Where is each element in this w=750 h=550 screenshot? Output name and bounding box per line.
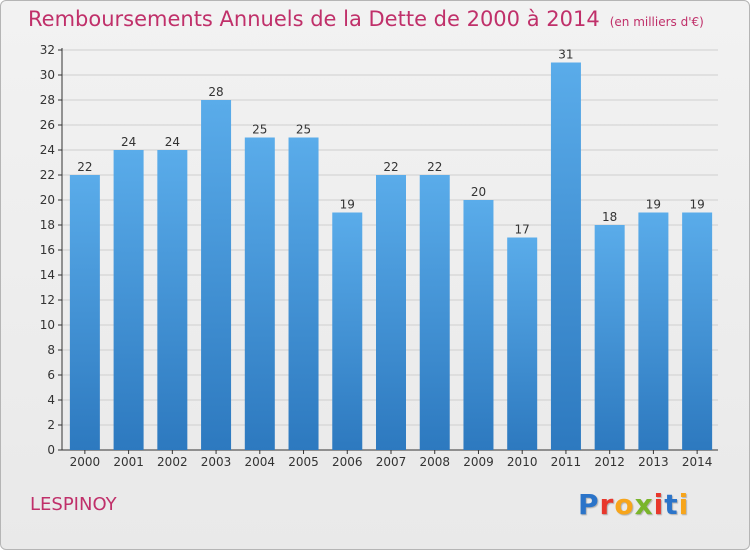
- x-tick-label: 2009: [463, 455, 494, 469]
- bar-value-label: 25: [296, 123, 311, 137]
- commune-name: LESPINOY: [30, 494, 117, 515]
- x-tick-label: 2007: [376, 455, 407, 469]
- y-tick-label: 4: [47, 393, 55, 407]
- x-tick-label: 2014: [682, 455, 713, 469]
- bar: [682, 212, 713, 450]
- bar-value-label: 18: [602, 210, 617, 224]
- logo-letter: o: [614, 488, 635, 521]
- logo-letter: i: [653, 488, 665, 521]
- proxiti-logo: Proxiti: [578, 488, 689, 521]
- x-tick-label: 2010: [507, 455, 538, 469]
- bar: [507, 237, 538, 450]
- chart-title: Remboursements Annuels de la Dette de 20…: [28, 7, 704, 31]
- bar-value-label: 22: [427, 160, 442, 174]
- bar: [419, 175, 450, 450]
- bar-value-label: 19: [689, 198, 704, 212]
- logo-letter: t: [664, 488, 679, 521]
- bar-value-label: 28: [208, 85, 223, 99]
- y-tick-label: 22: [40, 168, 55, 182]
- bar-value-label: 17: [515, 223, 530, 237]
- bar-value-label: 20: [471, 185, 486, 199]
- y-tick-label: 16: [40, 243, 55, 257]
- logo-letter: i: [678, 488, 690, 521]
- chart-title-text: Remboursements Annuels de la Dette de 20…: [28, 7, 600, 31]
- bar-value-label: 19: [340, 198, 355, 212]
- logo-letter: P: [578, 488, 600, 521]
- x-tick-label: 2003: [201, 455, 232, 469]
- bar-value-label: 22: [383, 160, 398, 174]
- bar: [638, 212, 669, 450]
- logo-letter: r: [599, 488, 615, 521]
- bar: [157, 150, 188, 450]
- bar: [288, 137, 319, 450]
- y-tick-label: 0: [47, 443, 55, 457]
- bar: [201, 100, 232, 450]
- bar-value-label: 19: [646, 198, 661, 212]
- y-tick-label: 6: [47, 368, 55, 382]
- x-tick-label: 2002: [157, 455, 188, 469]
- x-tick-label: 2013: [638, 455, 669, 469]
- x-tick-label: 2011: [551, 455, 582, 469]
- bar-value-label: 24: [165, 135, 180, 149]
- bar: [550, 62, 581, 450]
- y-tick-label: 10: [40, 318, 55, 332]
- y-tick-label: 24: [40, 143, 55, 157]
- y-tick-label: 18: [40, 218, 55, 232]
- x-tick-label: 2004: [245, 455, 276, 469]
- y-tick-label: 32: [40, 43, 55, 57]
- bar-value-label: 24: [121, 135, 136, 149]
- x-tick-label: 2000: [70, 455, 101, 469]
- y-tick-label: 8: [47, 343, 55, 357]
- bar-value-label: 31: [558, 48, 573, 62]
- bar: [594, 225, 625, 450]
- bar: [463, 200, 494, 450]
- bar-value-label: 25: [252, 123, 267, 137]
- bar: [69, 175, 100, 450]
- y-tick-label: 30: [40, 68, 55, 82]
- x-tick-label: 2006: [332, 455, 363, 469]
- logo-letter: x: [634, 488, 654, 521]
- y-tick-label: 26: [40, 118, 55, 132]
- bar-value-label: 22: [77, 160, 92, 174]
- y-tick-label: 12: [40, 293, 55, 307]
- bar: [113, 150, 144, 450]
- bar: [376, 175, 406, 450]
- bar: [244, 137, 275, 450]
- y-tick-label: 28: [40, 93, 55, 107]
- x-tick-label: 2005: [288, 455, 319, 469]
- x-tick-label: 2012: [594, 455, 625, 469]
- x-tick-label: 2008: [419, 455, 450, 469]
- x-tick-label: 2001: [113, 455, 144, 469]
- y-tick-label: 2: [47, 418, 55, 432]
- chart-subtitle: (en milliers d'€): [609, 15, 704, 29]
- bar: [332, 212, 363, 450]
- y-tick-label: 14: [40, 268, 55, 282]
- y-tick-label: 20: [40, 193, 55, 207]
